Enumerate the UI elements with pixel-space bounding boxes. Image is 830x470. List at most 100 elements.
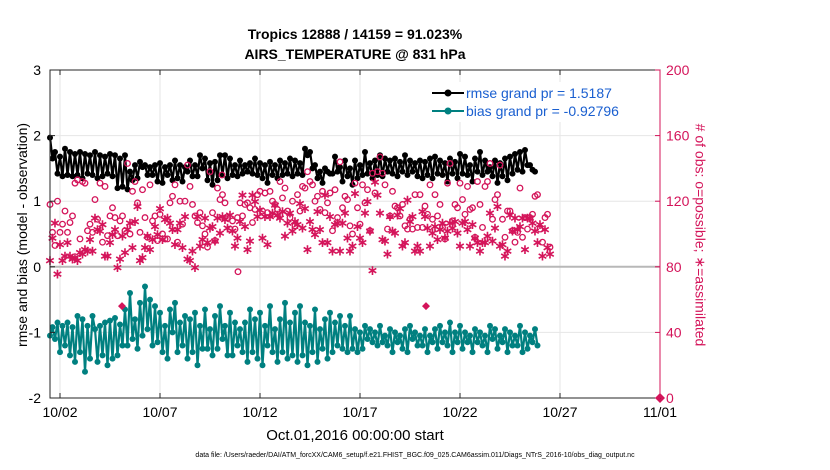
obs-assimilated-point: ∗ — [394, 201, 406, 217]
obs-possible-point — [221, 199, 229, 207]
rmse-point — [292, 157, 298, 164]
obs-possible-point — [456, 179, 464, 187]
obs-possible-point — [76, 235, 84, 243]
obs-assimilated-point: ∗ — [124, 216, 136, 232]
bias-point — [267, 303, 273, 310]
bias-point — [49, 324, 56, 331]
obs-possible-point — [239, 212, 246, 220]
obs-assimilated-point: ∗ — [174, 216, 186, 232]
obs-assimilated-point: ∗ — [217, 209, 229, 225]
rmse-point — [364, 170, 371, 177]
bias-point — [297, 303, 303, 310]
rmse-point — [239, 170, 246, 177]
bias-point — [154, 339, 161, 346]
obs-assimilated-point: ∗ — [374, 206, 386, 222]
obs-assimilated-point: ∗ — [477, 235, 489, 251]
obs-possible-point — [356, 220, 364, 228]
obs-possible-point — [171, 181, 179, 189]
obs-assimilated-point: ∗ — [82, 243, 94, 259]
obs-assimilated-point: ∗ — [352, 219, 364, 235]
obs-assimilated-point: ∗ — [337, 216, 349, 232]
rmse-point — [107, 150, 113, 157]
obs-possible-point — [479, 223, 486, 231]
obs-possible-point — [206, 168, 214, 176]
bias-point — [429, 339, 436, 346]
bias-point — [474, 339, 481, 346]
obs-possible-point — [314, 192, 321, 200]
obs-assimilated-point: ∗ — [242, 242, 254, 258]
bias-point — [529, 339, 536, 346]
obs-assimilated-point: ∗ — [317, 235, 329, 251]
rmse-point — [189, 173, 196, 180]
bias-point — [169, 329, 176, 336]
obs-assimilated-point: ∗ — [407, 209, 419, 225]
rmse-point — [357, 162, 363, 169]
obs-assimilated-point: ∗ — [517, 211, 529, 227]
obs-possible-point — [514, 228, 521, 236]
rmse-point — [472, 155, 478, 162]
obs-possible-point — [126, 230, 134, 238]
bias-point — [414, 342, 421, 349]
bias-point — [284, 355, 291, 362]
rmse-point — [84, 170, 91, 177]
obs-possible-point — [516, 184, 524, 192]
obs-assimilated-point: ∗ — [349, 186, 361, 202]
rmse-point — [234, 173, 241, 180]
rmse-point — [449, 170, 456, 177]
rmse-point — [312, 162, 318, 169]
obs-possible-point — [164, 235, 171, 243]
obs-assimilated-point: ∗ — [139, 240, 151, 256]
bias-point — [207, 326, 213, 333]
obs-assimilated-point: ∗ — [64, 248, 76, 264]
obs-assimilated-point: ∗ — [237, 188, 249, 204]
bias-point — [214, 345, 221, 352]
obs-assimilated-point: ∗ — [62, 235, 74, 251]
x-tick-label: 10/22 — [442, 404, 477, 420]
obs-possible-point — [436, 201, 444, 208]
bias-point — [254, 355, 261, 362]
bias-point — [109, 355, 116, 362]
bias-point — [422, 326, 428, 333]
obs-assimilated-point: ∗ — [202, 235, 214, 251]
bias-point — [337, 313, 343, 319]
obs-assimilated-point: ∗ — [102, 248, 114, 264]
obs-possible-point — [64, 228, 71, 236]
bias-point — [409, 335, 416, 342]
obs-possible-point — [229, 217, 236, 225]
obs-assimilated-point: ∗ — [429, 219, 441, 235]
obs-assimilated-point: ∗ — [482, 229, 494, 245]
bias-point — [532, 326, 538, 333]
bias-point — [397, 332, 403, 339]
bias-point — [437, 322, 443, 329]
obs-assimilated-point: ∗ — [334, 243, 346, 259]
rmse-point — [397, 158, 403, 165]
bias-point — [329, 349, 336, 356]
bias-point — [119, 342, 126, 349]
rmse-point — [224, 175, 231, 182]
obs-possible-point — [309, 181, 316, 189]
bias-point — [332, 319, 338, 326]
rmse-point — [117, 155, 123, 162]
obs-assimilated-point: ∗ — [192, 209, 204, 225]
bias-point — [264, 342, 271, 349]
rmse-point — [362, 149, 368, 155]
bias-point — [419, 342, 426, 349]
bias-point — [64, 319, 71, 326]
obs-possible-point — [276, 178, 284, 185]
rmse-point — [502, 155, 508, 162]
obs-possible-point — [134, 199, 141, 207]
rmse-point — [214, 177, 221, 184]
obs-possible-point — [56, 228, 64, 236]
bias-point — [282, 299, 288, 306]
obs-possible-point — [331, 186, 339, 194]
obs-assimilated-point: ∗ — [109, 222, 121, 238]
obs-possible-point — [124, 160, 131, 167]
bias-point — [309, 349, 316, 356]
obs-assimilated-point: ∗ — [267, 206, 279, 222]
bias-point — [527, 332, 533, 339]
bias-point — [272, 326, 278, 333]
y-left-tick-label: 1 — [33, 193, 41, 209]
bias-point — [189, 349, 196, 356]
obs-assimilated-point: ∗ — [437, 216, 449, 232]
bias-point — [277, 316, 283, 323]
